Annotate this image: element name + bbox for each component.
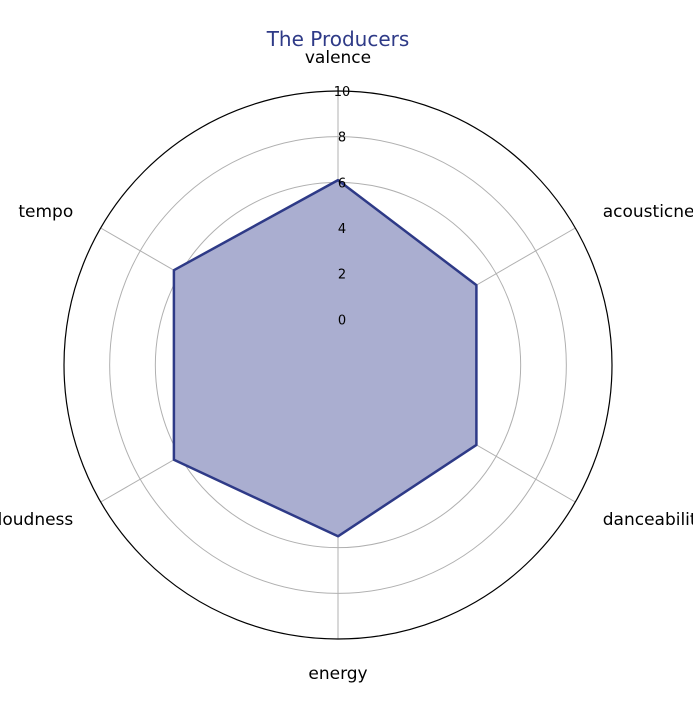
axis-label-acousticness: acousticness: [603, 202, 693, 222]
chart-title: The Producers: [266, 27, 410, 51]
tick-label: 6: [338, 176, 346, 191]
tick-label: 2: [338, 268, 346, 283]
outer-frame: [63, 90, 613, 640]
radar-series-layer: [172, 178, 478, 538]
axis-label-loudness: loudness: [0, 510, 73, 530]
radar-axis-labels: valence acousticness danceability energy lou…: [0, 48, 693, 684]
tick-label: 8: [338, 131, 346, 146]
axis-label-danceability: danceability: [603, 510, 693, 530]
axis-label-energy: energy: [308, 664, 367, 684]
series-line: [172, 178, 478, 538]
tick-label: 0: [338, 313, 346, 328]
axis-label-valence: valence: [305, 48, 371, 68]
radar-tick-labels: 0 2 4 6 8 10: [334, 85, 351, 328]
tick-label: 10: [334, 85, 351, 100]
series-fill: [173, 180, 477, 537]
tick-label: 4: [338, 222, 346, 237]
axis-label-tempo: tempo: [18, 202, 73, 222]
